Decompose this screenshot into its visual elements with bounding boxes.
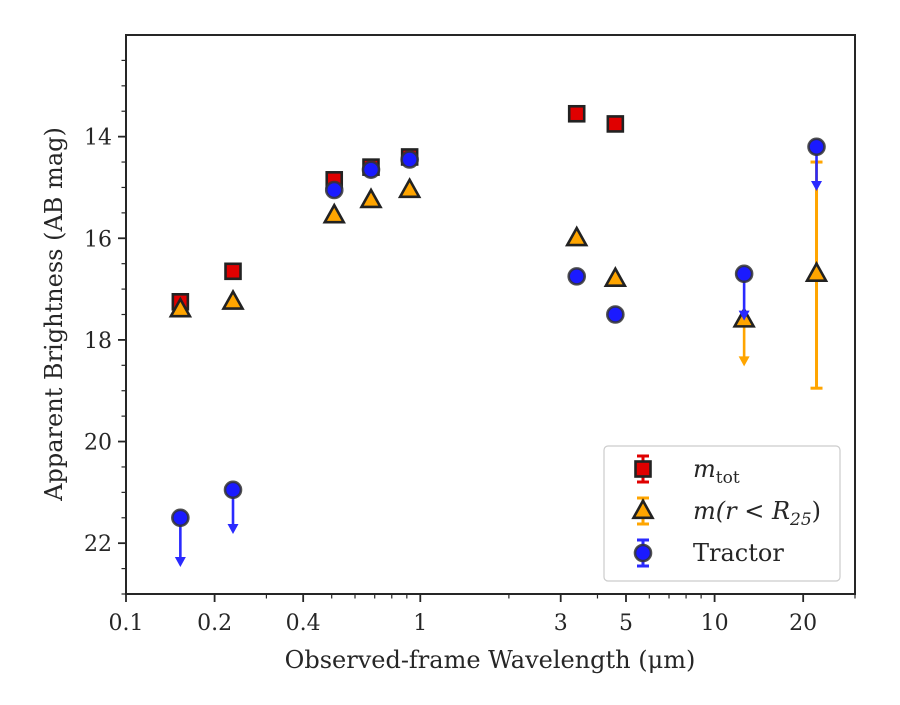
legend: mtot m(r < R25) Tractor xyxy=(603,445,841,582)
x-tick-label: 5 xyxy=(619,611,633,636)
m-tot-point xyxy=(606,115,625,133)
m-r-r25-point xyxy=(804,260,829,282)
m-r-r25-point xyxy=(564,225,589,247)
y-axis-title: Apparent Brightness (AB mag) xyxy=(40,127,68,502)
legend-label-m-r-r25: m(r < R25) xyxy=(693,497,821,530)
tractor-limit-arrow-head xyxy=(174,557,186,568)
x-tick-label: 10 xyxy=(701,611,729,636)
y-tick-label: 20 xyxy=(84,431,112,456)
tractor-point xyxy=(567,267,587,286)
legend-label-tractor: Tractor xyxy=(693,539,784,567)
legend-marker-m-tot xyxy=(634,460,652,478)
legend-label-m-tot: mtot xyxy=(693,455,740,488)
m-r-r25-point xyxy=(359,187,383,209)
x-tick-label: 3 xyxy=(554,611,568,636)
m-r-r25-point xyxy=(221,288,245,310)
tractor-point xyxy=(361,160,381,179)
x-tick-label: 0.1 xyxy=(109,611,144,636)
m-r-r25-point xyxy=(397,177,422,199)
tractor-point xyxy=(807,137,826,157)
tractor-point xyxy=(223,480,243,500)
tractor-limit-arrow-head xyxy=(811,180,823,191)
legend-box xyxy=(603,445,841,582)
y-tick-label: 14 xyxy=(84,126,112,151)
y-tick-label: 22 xyxy=(84,532,112,557)
m-r-r25-point xyxy=(168,296,193,318)
m-tot-point xyxy=(567,104,586,123)
legend-marker-m-r-r25 xyxy=(631,498,655,520)
tractor-limit-arrow-head xyxy=(227,524,239,535)
m-r-r25-point xyxy=(603,266,628,288)
tractor-limit-arrow-head xyxy=(738,310,750,321)
y-tick-label: 16 xyxy=(84,227,112,252)
x-tick-label: 20 xyxy=(789,611,817,636)
x-tick-label: 1 xyxy=(413,611,427,636)
tractor-point xyxy=(324,180,344,200)
m-tot-point xyxy=(224,262,242,281)
tractor-point xyxy=(606,305,625,324)
tractor-point xyxy=(171,508,190,528)
legend-marker-tractor xyxy=(633,543,653,563)
m-r-r25-limit-arrow-head xyxy=(738,356,750,367)
y-tick-label: 18 xyxy=(84,329,112,354)
tractor-point xyxy=(734,264,754,284)
m-r-r25-point xyxy=(322,202,346,224)
x-tick-label: 0.2 xyxy=(197,611,232,636)
tractor-point xyxy=(400,150,419,169)
x-tick-label: 0.4 xyxy=(286,611,321,636)
x-axis-title: Observed-frame Wavelength (μm) xyxy=(285,646,696,674)
